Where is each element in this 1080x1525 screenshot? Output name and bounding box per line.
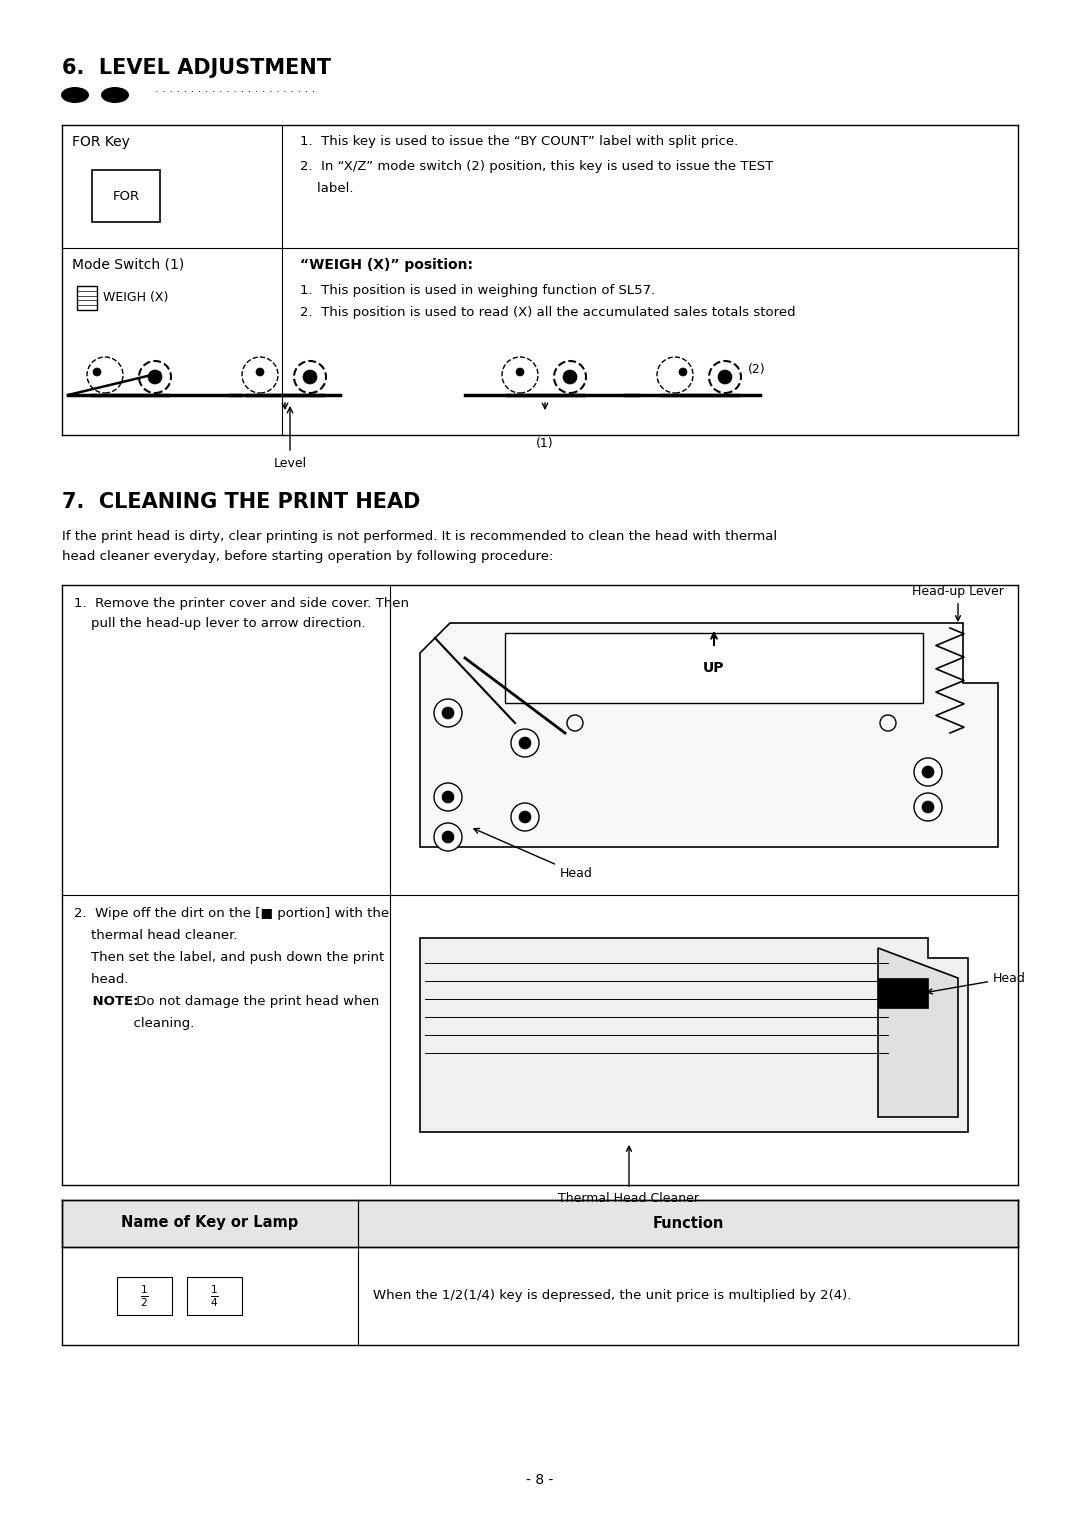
Circle shape — [708, 361, 741, 393]
Text: 1.  Remove the printer cover and side cover. Then: 1. Remove the printer cover and side cov… — [75, 596, 409, 610]
Polygon shape — [878, 949, 958, 1116]
Circle shape — [914, 793, 942, 820]
Circle shape — [511, 804, 539, 831]
Text: 1.  This key is used to issue the “BY COUNT” label with split price.: 1. This key is used to issue the “BY COU… — [300, 136, 739, 148]
Text: “WEIGH (X)” position:: “WEIGH (X)” position: — [300, 258, 473, 271]
Text: 2.  In “X/Z” mode switch (2) position, this key is used to issue the TEST: 2. In “X/Z” mode switch (2) position, th… — [300, 160, 773, 172]
Text: 7.  CLEANING THE PRINT HEAD: 7. CLEANING THE PRINT HEAD — [62, 493, 420, 512]
Text: WEIGH (X): WEIGH (X) — [103, 291, 168, 305]
Circle shape — [563, 371, 577, 384]
Text: - 8 -: - 8 - — [526, 1473, 554, 1487]
Circle shape — [434, 824, 462, 851]
Text: 6.  LEVEL ADJUSTMENT: 6. LEVEL ADJUSTMENT — [62, 58, 330, 78]
Text: Function: Function — [652, 1215, 724, 1231]
Text: cleaning.: cleaning. — [75, 1017, 194, 1029]
FancyBboxPatch shape — [878, 978, 928, 1008]
Circle shape — [511, 729, 539, 756]
Circle shape — [256, 368, 264, 377]
Text: If the print head is dirty, clear printing is not performed. It is recommended t: If the print head is dirty, clear printi… — [62, 531, 778, 543]
Circle shape — [434, 698, 462, 727]
Text: Name of Key or Lamp: Name of Key or Lamp — [121, 1215, 299, 1231]
Text: 2.  This position is used to read (X) all the accumulated sales totals stored: 2. This position is used to read (X) all… — [300, 307, 796, 319]
Text: Head: Head — [928, 971, 1026, 994]
Text: thermal head cleaner.: thermal head cleaner. — [75, 929, 238, 942]
Circle shape — [93, 368, 102, 377]
Text: When the 1/2(1/4) key is depressed, the unit price is multiplied by 2(4).: When the 1/2(1/4) key is depressed, the … — [373, 1290, 851, 1302]
Circle shape — [922, 766, 934, 778]
Circle shape — [554, 361, 586, 393]
Text: Level: Level — [273, 458, 307, 470]
Text: head cleaner everyday, before starting operation by following procedure:: head cleaner everyday, before starting o… — [62, 551, 553, 563]
Circle shape — [516, 368, 524, 377]
Text: label.: label. — [300, 181, 353, 195]
Circle shape — [139, 361, 171, 393]
Text: NOTE:: NOTE: — [75, 994, 138, 1008]
Circle shape — [442, 708, 454, 718]
Text: Do not damage the print head when: Do not damage the print head when — [132, 994, 379, 1008]
Text: Mode Switch (1): Mode Switch (1) — [72, 258, 185, 271]
Text: head.: head. — [75, 973, 129, 987]
Ellipse shape — [60, 87, 89, 104]
Text: Head: Head — [474, 828, 593, 880]
Circle shape — [303, 371, 318, 384]
Text: $\mathregular{\frac{1}{2}}$: $\mathregular{\frac{1}{2}}$ — [139, 1283, 148, 1308]
Circle shape — [519, 811, 531, 824]
Text: Then set the label, and push down the print: Then set the label, and push down the pr… — [75, 952, 384, 964]
Circle shape — [914, 758, 942, 785]
Ellipse shape — [102, 87, 129, 104]
Polygon shape — [420, 624, 998, 846]
Circle shape — [148, 371, 162, 384]
FancyBboxPatch shape — [62, 1200, 1018, 1247]
Circle shape — [294, 361, 326, 393]
Polygon shape — [420, 938, 968, 1132]
Text: UP: UP — [703, 660, 725, 676]
Circle shape — [519, 737, 531, 749]
Circle shape — [442, 791, 454, 804]
Circle shape — [679, 368, 687, 377]
Text: 2.  Wipe off the dirt on the [■ portion] with the: 2. Wipe off the dirt on the [■ portion] … — [75, 907, 389, 920]
Circle shape — [442, 831, 454, 843]
Text: FOR: FOR — [112, 189, 139, 203]
FancyBboxPatch shape — [505, 633, 923, 703]
Circle shape — [718, 371, 732, 384]
Text: 1.  This position is used in weighing function of SL57.: 1. This position is used in weighing fun… — [300, 284, 656, 297]
Circle shape — [434, 782, 462, 811]
Text: . . . . . . . . . . . . . . . . . . . . . . .: . . . . . . . . . . . . . . . . . . . . … — [156, 84, 315, 95]
Text: Head-up Lever: Head-up Lever — [913, 586, 1004, 621]
Text: FOR Key: FOR Key — [72, 136, 130, 149]
Text: $\mathregular{\frac{1}{4}}$: $\mathregular{\frac{1}{4}}$ — [210, 1283, 218, 1308]
Text: pull the head-up lever to arrow direction.: pull the head-up lever to arrow directio… — [75, 618, 366, 630]
Circle shape — [922, 801, 934, 813]
Text: (1): (1) — [536, 438, 554, 450]
Text: Thermal Head Cleaner: Thermal Head Cleaner — [558, 1147, 700, 1205]
Text: (2): (2) — [748, 363, 766, 377]
